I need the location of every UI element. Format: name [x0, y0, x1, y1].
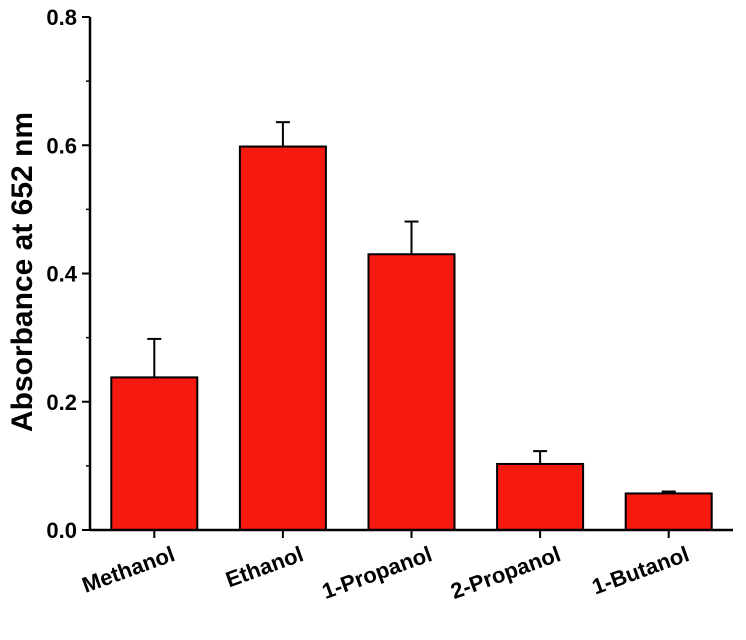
x-tick-label-1-propanol: 1-Propanol: [319, 541, 436, 604]
x-tick-label-methanol: Methanol: [79, 541, 178, 598]
bar-ethanol: [238, 145, 327, 531]
plot-area: Methanol Ethanol 1-Propanol 2-Propanol 1-But…: [46, 5, 733, 604]
y-tick-label: 0.0: [46, 518, 77, 543]
x-tick-label-1-butanol: 1-Butanol: [589, 541, 693, 599]
bar-1-propanol: [367, 253, 456, 531]
y-tick-label: 0.4: [46, 262, 77, 287]
bar-2-propanol: [496, 462, 585, 532]
y-axis-title: Absorbance at 652 nm: [6, 112, 39, 432]
y-tick-label: 0.6: [46, 133, 77, 158]
y-tick-label: 0.8: [46, 5, 77, 30]
bar-methanol: [110, 376, 199, 531]
y-tick-label: 0.2: [46, 390, 77, 415]
x-tick-label-ethanol: Ethanol: [222, 541, 306, 592]
bar-1-butanol: [624, 492, 713, 532]
x-tick-label-2-propanol: 2-Propanol: [447, 541, 564, 604]
